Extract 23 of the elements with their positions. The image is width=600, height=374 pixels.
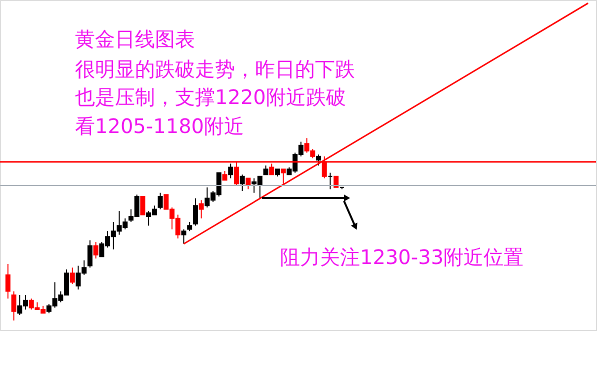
candlestick (70, 267, 75, 285)
candlestick (316, 154, 322, 166)
annotation: 阻力关注1230-33附近位置 (280, 245, 524, 269)
candlestick (5, 263, 10, 300)
candlestick (263, 164, 268, 176)
candlestick (240, 174, 245, 192)
chart-title: 黄金日线图表 (75, 27, 195, 51)
candlestick (280, 168, 286, 184)
text: 看1205-1180附近 (75, 114, 244, 138)
candlestick (198, 200, 204, 219)
candlestick (140, 196, 146, 216)
candlestick (246, 178, 251, 190)
candlestick (181, 228, 186, 244)
candlestick (93, 242, 98, 259)
candlestick (187, 222, 192, 232)
candlestick (87, 240, 92, 268)
candlestick (192, 198, 198, 226)
candlestick (11, 290, 16, 321)
candlestick (228, 163, 234, 179)
candlestick (222, 170, 228, 181)
text: 很明显的跌破走势，昨日的下跌 (75, 57, 355, 81)
text: 也是压制，支撑1220附近跌破 (75, 85, 346, 109)
candlestick (158, 192, 163, 210)
